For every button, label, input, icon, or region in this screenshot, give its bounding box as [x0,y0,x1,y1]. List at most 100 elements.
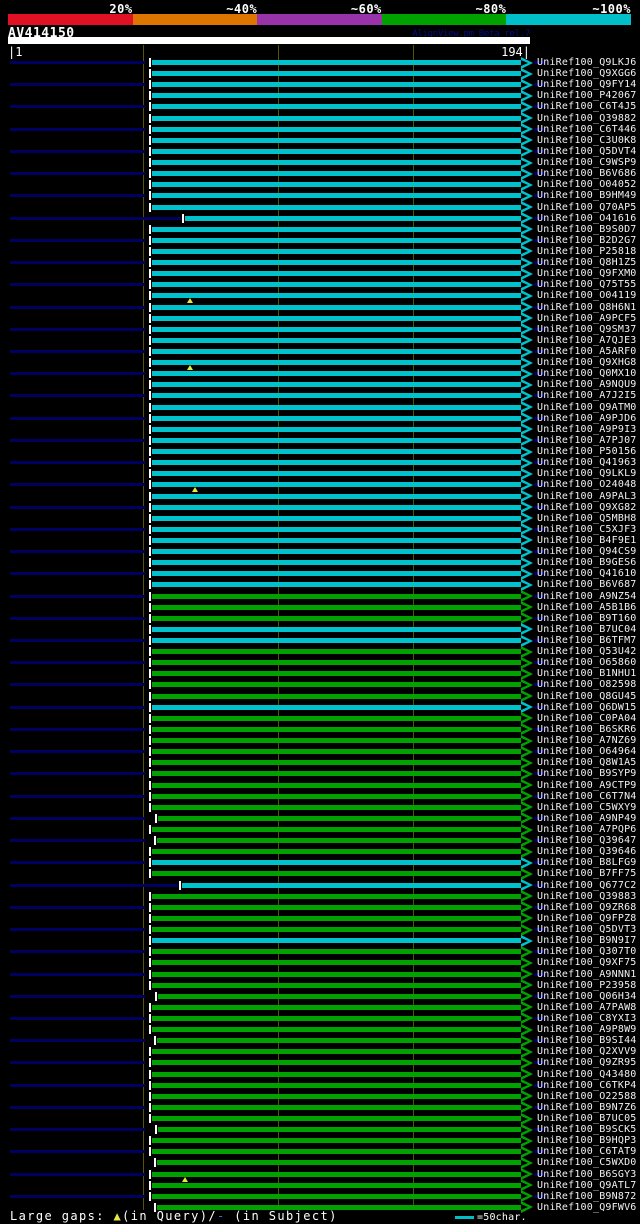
hit-label[interactable]: UniRef100_A9NNN1 [537,968,637,980]
hit-bar[interactable] [152,804,521,810]
hit-label[interactable]: UniRef100_B7FF75 [537,868,637,880]
hit-bar[interactable] [152,704,521,710]
hit-bar[interactable] [182,882,521,888]
hit-bar[interactable] [152,1193,521,1199]
hit-bar[interactable] [152,904,521,910]
hit-label[interactable]: UniRef100_Q9FXM0 [537,268,637,280]
hit-bar[interactable] [152,315,521,321]
hit-bar[interactable] [152,1171,521,1177]
hit-label[interactable]: UniRef100_A5ARF0 [537,346,637,358]
hit-label[interactable]: UniRef100_A9NP49 [537,812,637,824]
hit-bar[interactable] [152,515,521,521]
hit-label[interactable]: UniRef100_B8LFG9 [537,857,637,869]
hit-bar[interactable] [152,715,521,721]
hit-bar[interactable] [152,1071,521,1077]
hit-bar[interactable] [158,993,521,999]
hit-label[interactable]: UniRef100_C3U0K8 [537,134,637,146]
hit-label[interactable]: UniRef100_B9GES6 [537,557,637,569]
hit-label[interactable]: UniRef100_Q8W1A5 [537,757,637,769]
hit-bar[interactable] [152,349,521,355]
hit-label[interactable]: UniRef100_O22588 [537,1090,637,1102]
hit-label[interactable]: UniRef100_Q307T0 [537,946,637,958]
hit-label[interactable]: UniRef100_A9P9I3 [537,423,637,435]
hit-label[interactable]: UniRef100_Q5MBH8 [537,512,637,524]
hit-bar[interactable] [158,815,521,821]
hit-bar[interactable] [152,615,521,621]
hit-label[interactable]: UniRef100_O64964 [537,746,637,758]
hit-label[interactable]: UniRef100_P25818 [537,245,637,257]
hit-label[interactable]: UniRef100_Q6DW15 [537,701,637,713]
hit-label[interactable]: UniRef100_Q9XF75 [537,957,637,969]
hit-bar[interactable] [152,638,521,644]
hit-bar[interactable] [152,404,521,410]
hit-label[interactable]: UniRef100_Q53U42 [537,646,637,658]
hit-bar[interactable] [152,1015,521,1021]
hit-label[interactable]: UniRef100_A9NQU9 [537,379,637,391]
hit-label[interactable]: UniRef100_Q8H6N1 [537,301,637,313]
hit-bar[interactable] [152,382,521,388]
hit-label[interactable]: UniRef100_C5XJF3 [537,523,637,535]
hit-bar[interactable] [152,193,521,199]
hit-bar[interactable] [152,482,521,488]
hit-bar[interactable] [152,915,521,921]
hit-bar[interactable] [152,460,521,466]
hit-label[interactable]: UniRef100_A7NZ69 [537,735,637,747]
hit-label[interactable]: UniRef100_B9T160 [537,612,637,624]
hit-label[interactable]: UniRef100_Q9ZR95 [537,1057,637,1069]
hit-bar[interactable] [152,1104,521,1110]
hit-bar[interactable] [152,360,521,366]
hit-label[interactable]: UniRef100_O65860 [537,657,637,669]
hit-label[interactable]: UniRef100_Q9FY14 [537,79,637,91]
hit-bar[interactable] [152,649,521,655]
hit-bar[interactable] [152,282,521,288]
hit-label[interactable]: UniRef100_A9PJD6 [537,412,637,424]
hit-label[interactable]: UniRef100_B6SKR6 [537,723,637,735]
hit-bar[interactable] [152,237,521,243]
hit-label[interactable]: UniRef100_Q9XHG8 [537,357,637,369]
hit-label[interactable]: UniRef100_B9SCK5 [537,1124,637,1136]
hit-label[interactable]: UniRef100_A9PAL3 [537,490,637,502]
hit-label[interactable]: UniRef100_O82598 [537,679,637,691]
hit-bar[interactable] [152,104,521,110]
hit-label[interactable]: UniRef100_Q9FWV6 [537,1201,637,1213]
hit-bar[interactable] [152,449,521,455]
hit-label[interactable]: UniRef100_C5WXD0 [537,1157,637,1169]
hit-bar[interactable] [152,582,521,588]
hit-label[interactable]: UniRef100_A5B1B6 [537,601,637,613]
hit-label[interactable]: UniRef100_Q9ATL7 [537,1179,637,1191]
hit-label[interactable]: UniRef100_B7UC04 [537,623,637,635]
hit-label[interactable]: UniRef100_Q9ATM0 [537,401,637,413]
hit-label[interactable]: UniRef100_C6TKP4 [537,1079,637,1091]
hit-bar[interactable] [152,760,521,766]
hit-label[interactable]: UniRef100_Q9FPZ8 [537,912,637,924]
hit-bar[interactable] [152,115,521,121]
hit-label[interactable]: UniRef100_Q8GU45 [537,690,637,702]
hit-bar[interactable] [152,960,521,966]
hit-label[interactable]: UniRef100_B9SI44 [537,1035,637,1047]
hit-label[interactable]: UniRef100_P50156 [537,446,637,458]
hit-label[interactable]: UniRef100_B9N7Z6 [537,1101,637,1113]
hit-label[interactable]: UniRef100_B9HM49 [537,190,637,202]
hit-bar[interactable] [152,771,521,777]
hit-label[interactable]: UniRef100_Q94CS9 [537,546,637,558]
hit-label[interactable]: UniRef100_O24048 [537,479,637,491]
hit-label[interactable]: UniRef100_B9HQP3 [537,1135,637,1147]
hit-label[interactable]: UniRef100_B9N872 [537,1190,637,1202]
hit-bar[interactable] [152,593,521,599]
hit-label[interactable]: UniRef100_Q9SM37 [537,323,637,335]
hit-label[interactable]: UniRef100_P42067 [537,90,637,102]
hit-bar[interactable] [152,504,521,510]
hit-label[interactable]: UniRef100_Q39646 [537,846,637,858]
hit-label[interactable]: UniRef100_C6TAT9 [537,1146,637,1158]
hit-label[interactable]: UniRef100_Q43480 [537,1068,637,1080]
hit-bar[interactable] [152,1060,521,1066]
hit-bar[interactable] [152,982,521,988]
hit-bar[interactable] [152,927,521,933]
hit-label[interactable]: UniRef100_Q39647 [537,835,637,847]
hit-label[interactable]: UniRef100_A7QJE3 [537,334,637,346]
hit-bar[interactable] [152,337,521,343]
hit-label[interactable]: UniRef100_C9WSP9 [537,157,637,169]
hit-bar[interactable] [152,204,521,210]
hit-bar[interactable] [152,1182,521,1188]
hit-bar[interactable] [152,949,521,955]
